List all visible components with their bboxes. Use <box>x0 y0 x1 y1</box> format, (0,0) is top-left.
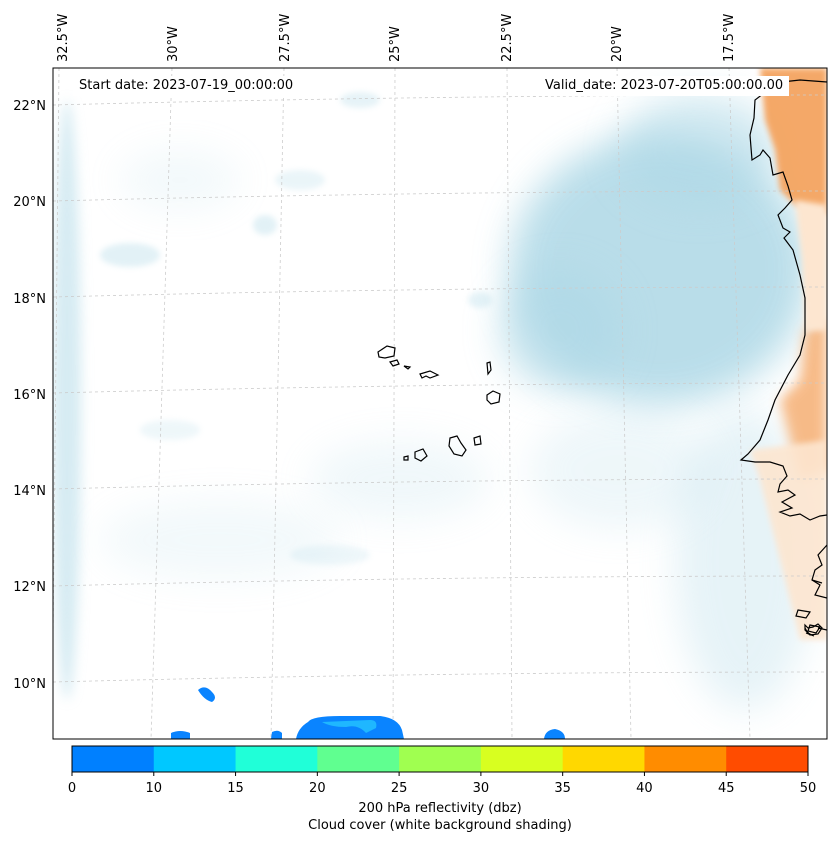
lat-label: 22°N <box>13 99 46 114</box>
colorbar-tick-label: 25 <box>391 781 408 796</box>
colorbar-tick-label: 30 <box>473 781 490 796</box>
lon-label: 17.5°W <box>722 14 737 62</box>
colorbar-segment <box>562 746 645 772</box>
reflectivity-blob <box>296 716 404 739</box>
colorbar-segment <box>153 746 237 772</box>
colorbar-tick-label: 20 <box>309 781 326 796</box>
island-santa-luzia <box>403 365 412 370</box>
colorbar-title: 200 hPa reflectivity (dbz) <box>358 801 522 816</box>
reflectivity-blob <box>171 731 190 739</box>
lon-label: 30°W <box>166 26 181 62</box>
colorbar-tick-label: 45 <box>718 781 735 796</box>
valid-date-label: Valid_date: 2023-07-20T05:00:00.00 <box>539 76 790 96</box>
lat-label: 16°N <box>13 388 46 403</box>
island-santo-antao <box>377 345 396 359</box>
colorbar-segment <box>726 746 809 772</box>
lon-label: 20°W <box>610 26 625 62</box>
colorbar-segment <box>72 746 155 772</box>
reflectivity-blob <box>544 729 565 739</box>
lon-label: 32.5°W <box>56 14 71 62</box>
colorbar-tick-label: 35 <box>554 781 571 796</box>
colorbar-segment <box>317 746 400 772</box>
island-sao-vicente <box>388 359 400 367</box>
longitude-labels: 32.5°W 30°W 27.5°W 25°W 22.5°W 20°W 17.5… <box>56 14 737 62</box>
africa-coastline <box>739 79 827 521</box>
colorbar-subtitle: Cloud cover (white background shading) <box>308 818 572 833</box>
latitude-labels: 22°N 20°N 18°N 16°N 14°N 12°N 10°N <box>13 99 46 692</box>
colorbar-segment <box>644 746 727 772</box>
colorbar-tick-label: 15 <box>227 781 244 796</box>
colorbar-frame <box>71 745 809 773</box>
island-sal <box>486 361 492 376</box>
colorbar-tick-label: 50 <box>800 781 817 796</box>
lat-label: 20°N <box>13 195 46 210</box>
colorbar-tick-label: 0 <box>68 781 76 796</box>
guinea-bissau-coastline <box>811 544 827 599</box>
reflectivity-blob <box>271 730 282 739</box>
reflectivity-blob <box>322 720 377 733</box>
colorbar: 0 10 15 20 25 30 35 40 45 50 <box>68 745 817 796</box>
lon-label: 22.5°W <box>500 14 515 62</box>
lat-label: 12°N <box>13 580 46 595</box>
colorbar-tick-label: 10 <box>146 781 163 796</box>
island-brava <box>403 455 409 461</box>
lat-label: 18°N <box>13 292 46 307</box>
lon-label: 25°W <box>388 26 403 62</box>
cape-verde-islands <box>377 345 501 462</box>
start-date-label: Start date: 2023-07-19_00:00:00 <box>73 76 300 96</box>
colorbar-segment <box>480 746 564 772</box>
reflectivity-blob <box>198 687 215 702</box>
island-maio <box>473 435 482 446</box>
land-shading <box>750 68 827 640</box>
map-frame <box>52 67 828 740</box>
island-fogo <box>414 448 428 462</box>
colorbar-segment <box>399 746 482 772</box>
island-santiago <box>448 435 467 457</box>
colorbar-tick-label: 40 <box>636 781 653 796</box>
island-sao-nicolau <box>419 370 440 379</box>
colorbar-segment <box>235 746 318 772</box>
lon-label: 27.5°W <box>278 14 293 62</box>
reflectivity-blobs <box>171 687 565 739</box>
coastlines <box>739 79 827 637</box>
lat-label: 10°N <box>13 677 46 692</box>
island-boa-vista <box>486 390 501 405</box>
lat-label: 14°N <box>13 484 46 499</box>
cloud-cover-shading <box>53 92 815 710</box>
